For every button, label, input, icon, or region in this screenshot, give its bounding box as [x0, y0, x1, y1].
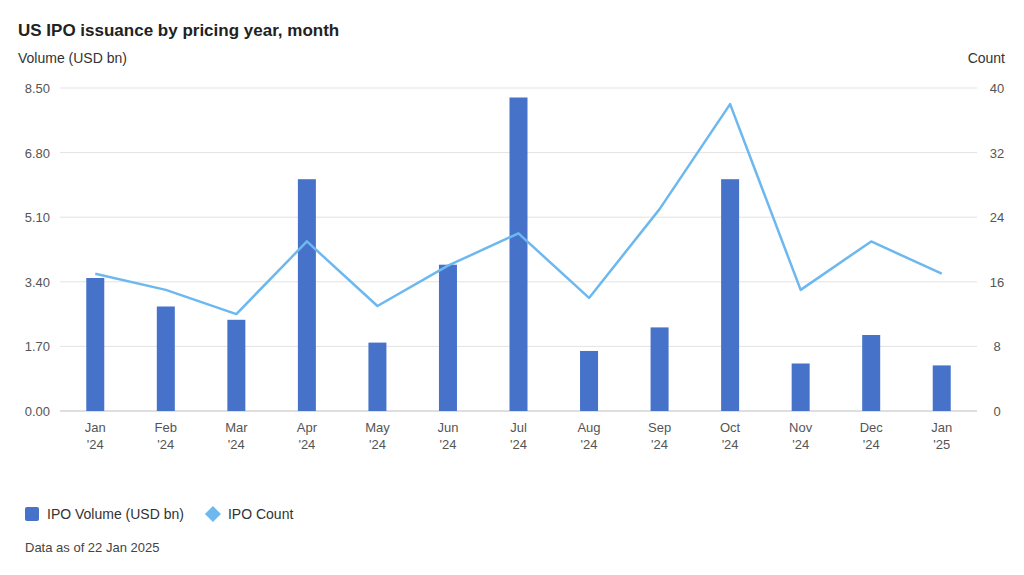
grid-line: [60, 88, 977, 89]
bar: [298, 179, 316, 411]
plot-area: [86, 98, 950, 412]
x-tick-label: Feb'24: [155, 420, 177, 452]
bar: [86, 278, 104, 411]
y-tick-label: 1.70: [25, 339, 50, 354]
y-axis-title: Volume (USD bn): [18, 50, 127, 66]
y2-tick: [977, 88, 981, 89]
bar: [721, 179, 739, 411]
x-tick-label: Jun'24: [437, 420, 458, 452]
legend-swatch: [25, 507, 39, 521]
bar: [792, 364, 810, 412]
y2-tick: [977, 281, 981, 282]
y2-tick-label: 32: [990, 146, 1004, 161]
legend-label: IPO Count: [228, 506, 293, 522]
y2-tick-label: 0: [993, 404, 1000, 419]
x-tick-label: Apr'24: [297, 420, 318, 452]
y-tick-label: 8.50: [25, 81, 50, 96]
x-tick-label: Aug'24: [577, 420, 600, 452]
y2-tick: [977, 411, 981, 412]
legend-swatch: [205, 506, 221, 522]
y-tick-label: 3.40: [25, 275, 50, 290]
x-tick-label: Dec'24: [860, 420, 884, 452]
x-tick-label: Jul'24: [510, 420, 527, 452]
bar: [157, 307, 175, 412]
bar: [651, 327, 669, 411]
y2-tick-label: 24: [990, 210, 1004, 225]
y2-tick: [977, 346, 981, 347]
y2-tick-label: 40: [990, 81, 1004, 96]
bar: [227, 320, 245, 411]
y-tick-label: 5.10: [25, 210, 50, 225]
bar: [439, 265, 457, 411]
y-tick-label: 0.00: [25, 404, 50, 419]
bar: [510, 98, 528, 412]
y2-tick-label: 8: [993, 339, 1000, 354]
y2-tick: [977, 152, 981, 153]
y2-tick: [977, 217, 981, 218]
x-tick-label: Oct'24: [720, 420, 741, 452]
title: US IPO issuance by pricing year, month: [18, 21, 339, 40]
x-tick-label: Sep'24: [648, 420, 671, 452]
bar: [933, 365, 951, 411]
bar: [862, 335, 880, 411]
bar: [368, 343, 386, 411]
chart: US IPO issuance by pricing year, month Vo…: [0, 0, 1024, 575]
x-tick-label: Mar'24: [225, 420, 248, 452]
y-tick-label: 6.80: [25, 146, 50, 161]
x-tick-label: May'24: [365, 420, 390, 452]
x-tick-label: Jan'25: [931, 420, 952, 452]
legend-label: IPO Volume (USD bn): [47, 506, 184, 522]
x-tick-label: Nov'24: [789, 420, 813, 452]
note: Data as of 22 Jan 2025: [25, 540, 159, 555]
y2-tick-label: 16: [990, 275, 1004, 290]
y2-axis-title: Count: [968, 50, 1005, 66]
bar: [580, 351, 598, 411]
line: [95, 104, 941, 314]
x-tick-label: Jan'24: [85, 420, 106, 452]
